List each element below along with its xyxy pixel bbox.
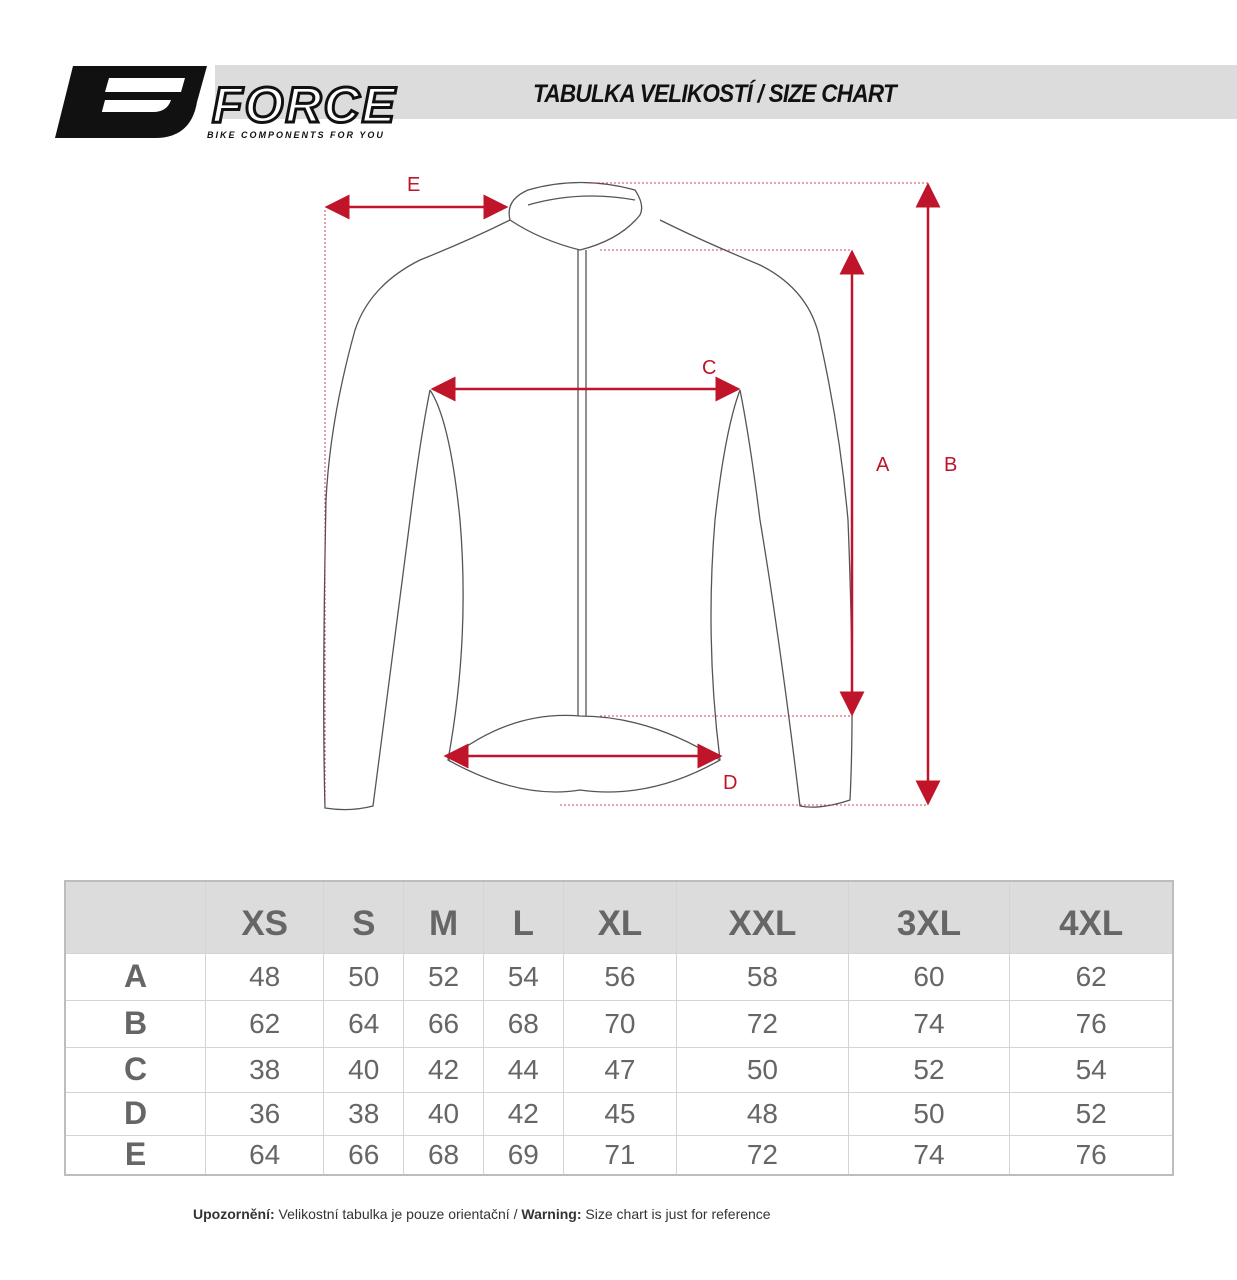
measurement-cell: 66 (323, 1134, 405, 1176)
measurement-cell: 47 (562, 1046, 678, 1093)
measurement-cell: 40 (403, 1091, 484, 1136)
measurement-cell: 71 (562, 1134, 678, 1176)
header-band (215, 65, 1237, 119)
measurement-cell: 52 (1009, 1091, 1174, 1136)
size-header-row: XS S M L XL XXL 3XL 4XL (64, 880, 1174, 954)
measurement-cell: 48 (676, 1091, 849, 1136)
measurement-cell: 64 (323, 999, 405, 1048)
label-e: E (407, 174, 420, 196)
measurement-cell: 72 (676, 1134, 849, 1176)
measurement-cell: 69 (482, 1134, 564, 1176)
row-label: E (64, 1134, 206, 1176)
measurement-cell: 58 (676, 952, 849, 1001)
measurement-cell: 72 (676, 999, 849, 1048)
row-label: C (64, 1046, 206, 1093)
label-a: A (876, 454, 890, 476)
measurement-cell: 38 (204, 1046, 325, 1093)
row-label: A (64, 952, 206, 1001)
size-header: XS (204, 880, 325, 954)
measurement-cell: 76 (1009, 999, 1174, 1048)
row-label: B (64, 999, 206, 1048)
measurement-cell: 38 (323, 1091, 405, 1136)
measurement-cell: 68 (403, 1134, 484, 1176)
measurement-cell: 56 (562, 952, 678, 1001)
measurement-cell: 74 (847, 1134, 1011, 1176)
size-table: XS S M L XL XXL 3XL 4XL A 48 50 52 54 56 58 60 6… (64, 880, 1174, 1176)
measurement-cell: 44 (482, 1046, 564, 1093)
measurement-cell: 48 (204, 952, 325, 1001)
measurement-cell: 74 (847, 999, 1011, 1048)
measurement-cell: 70 (562, 999, 678, 1048)
size-header: 3XL (847, 880, 1011, 954)
measurement-cell: 42 (403, 1046, 484, 1093)
row-label: D (64, 1091, 206, 1136)
jacket-diagram: A B C D E (323, 174, 957, 811)
table-row: D 36 38 40 42 45 48 50 52 (64, 1091, 1174, 1136)
measurement-cell: 68 (482, 999, 564, 1048)
size-header: L (482, 880, 564, 954)
size-header: XL (562, 880, 678, 954)
note-cz-label: Upozornění: (193, 1206, 275, 1222)
measurement-cell: 50 (676, 1046, 849, 1093)
note-en-text: Size chart is just for reference (581, 1206, 771, 1222)
measurement-cell: 45 (562, 1091, 678, 1136)
brand-tagline: BIKE COMPONENTS FOR YOU (207, 130, 385, 140)
brand-name: FORCE (211, 77, 397, 133)
measurement-cell: 52 (847, 1046, 1011, 1093)
table-row: C 38 40 42 44 47 50 52 54 (64, 1046, 1174, 1093)
measurement-guides (324, 182, 928, 806)
corner-cell (64, 880, 206, 954)
measurement-cell: 54 (482, 952, 564, 1001)
measurement-cell: 54 (1009, 1046, 1174, 1093)
warning-note: Upozornění: Velikostní tabulka je pouze … (193, 1206, 771, 1222)
page-title: TABULKA VELIKOSTÍ / SIZE CHART (533, 80, 897, 108)
size-header: XXL (676, 880, 849, 954)
table-row: B 62 64 66 68 70 72 74 76 (64, 999, 1174, 1048)
note-en-label: Warning: (521, 1206, 582, 1222)
jacket-outline (323, 181, 853, 811)
measurement-arrows (324, 182, 941, 806)
size-header: M (403, 880, 484, 954)
label-d: D (723, 772, 737, 794)
measurement-cell: 66 (403, 999, 484, 1048)
measurement-cell: 42 (482, 1091, 564, 1136)
table-row: A 48 50 52 54 56 58 60 62 (64, 952, 1174, 1001)
table-row: E 64 66 68 69 71 72 74 76 (64, 1134, 1174, 1176)
label-b: B (944, 454, 957, 476)
measurement-cell: 60 (847, 952, 1011, 1001)
size-header: S (323, 880, 405, 954)
measurement-cell: 76 (1009, 1134, 1174, 1176)
force-logo-icon (55, 66, 207, 138)
measurement-cell: 62 (204, 999, 325, 1048)
measurement-cell: 40 (323, 1046, 405, 1093)
measurement-cell: 64 (204, 1134, 325, 1176)
measurement-cell: 62 (1009, 952, 1174, 1001)
measurement-cell: 52 (403, 952, 484, 1001)
note-cz-text: Velikostní tabulka je pouze orientační / (274, 1206, 522, 1222)
measurement-cell: 50 (847, 1091, 1011, 1136)
label-c: C (702, 357, 716, 379)
size-header: 4XL (1009, 880, 1174, 954)
measurement-cell: 36 (204, 1091, 325, 1136)
measurement-cell: 50 (323, 952, 405, 1001)
